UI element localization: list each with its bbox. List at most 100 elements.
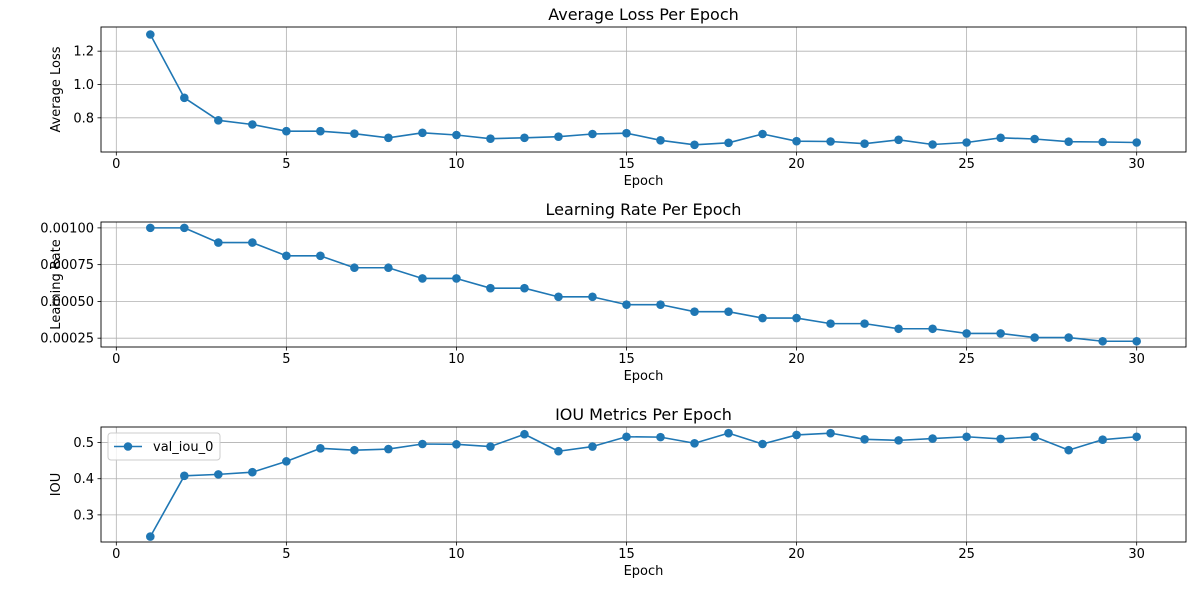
data-point	[928, 140, 937, 149]
data-point	[248, 467, 257, 477]
series-line	[149, 432, 1137, 537]
data-point	[384, 263, 393, 273]
data-point	[350, 129, 359, 138]
data-point	[588, 292, 597, 302]
y-axis-label: IOU	[49, 473, 64, 497]
y-axis-label: Learning Rate	[49, 239, 64, 329]
data-point	[758, 129, 767, 139]
x-tick-label: 10	[448, 547, 465, 562]
data-point	[1132, 336, 1141, 346]
data-point	[350, 263, 359, 273]
data-point	[180, 223, 189, 233]
data-point	[384, 133, 393, 143]
data-point	[622, 432, 631, 442]
data-point	[690, 307, 699, 317]
series-line	[150, 227, 1137, 343]
x-tick-label: 15	[618, 547, 635, 562]
data-point	[588, 442, 597, 451]
chart-title: Learning Rate Per Epoch	[546, 200, 742, 219]
data-point	[554, 446, 563, 456]
data-point	[622, 128, 631, 138]
x-tick-label: 5	[282, 157, 290, 172]
x-tick-label: 20	[788, 547, 805, 562]
data-point	[1098, 137, 1107, 147]
data-point	[146, 30, 155, 39]
data-point	[1064, 445, 1073, 455]
legend-marker	[123, 442, 133, 451]
data-point	[690, 438, 699, 448]
y-tick-label: 0.00075	[40, 258, 94, 273]
data-point	[486, 283, 495, 293]
data-point	[214, 238, 223, 247]
y-tick-label: 0.00025	[40, 332, 94, 347]
data-point	[792, 136, 801, 146]
data-point	[962, 432, 971, 442]
x-tick-label: 25	[958, 352, 975, 367]
x-tick-label: 5	[282, 547, 290, 562]
data-point	[316, 126, 325, 136]
data-point	[520, 133, 529, 143]
chart-title: Average Loss Per Epoch	[548, 5, 739, 24]
x-axis-label: Epoch	[624, 369, 664, 384]
data-point	[1098, 336, 1107, 346]
data-point	[1064, 333, 1073, 342]
data-point	[622, 300, 631, 309]
data-point	[554, 292, 563, 302]
x-tick-label: 30	[1128, 547, 1145, 562]
data-point	[248, 120, 257, 129]
data-point	[486, 134, 495, 143]
data-point	[656, 432, 665, 442]
data-point	[146, 223, 155, 233]
y-axis-label: Average Loss	[49, 46, 64, 132]
y-tick-label: 0.5	[73, 436, 94, 451]
x-tick-label: 10	[448, 157, 465, 172]
axes-frame	[100, 221, 1187, 348]
data-point	[656, 136, 665, 145]
data-point	[214, 470, 223, 479]
data-point	[554, 132, 563, 141]
data-point	[350, 445, 359, 455]
data-point	[418, 439, 427, 449]
data-point	[1064, 137, 1073, 146]
data-point	[656, 300, 665, 309]
x-tick-label: 0	[112, 352, 120, 367]
data-point	[180, 93, 189, 103]
data-point	[826, 428, 835, 438]
chart-panel-1: 0 5 10 15 20 25 30 0.8 1.0 1.2 Average Loss Per Ep…	[49, 5, 1187, 189]
y-tick-label: 0.8	[73, 111, 94, 126]
legend-box	[107, 432, 221, 461]
data-point	[928, 434, 937, 443]
y-tick-label: 1.2	[73, 45, 94, 60]
chart-panel-2: 0 5 10 15 20 25 30 0.00025 0.00050 0.00075 0.00100…	[40, 200, 1187, 384]
series-line	[149, 34, 1137, 146]
data-point	[316, 444, 325, 453]
data-point	[146, 532, 155, 541]
axes-frame	[100, 26, 1187, 153]
data-point	[826, 319, 835, 328]
y-tick-label: 0.3	[73, 508, 94, 523]
data-point	[724, 138, 733, 148]
data-point	[180, 471, 189, 481]
data-point	[452, 274, 461, 283]
data-point	[758, 313, 767, 323]
data-point	[316, 251, 325, 261]
data-point	[452, 440, 461, 449]
legend-label: val_iou_0	[153, 440, 213, 455]
data-point	[1030, 333, 1039, 342]
x-tick-label: 10	[448, 352, 465, 367]
data-point	[282, 251, 291, 261]
x-tick-label: 15	[618, 352, 635, 367]
data-point	[452, 130, 461, 140]
chart-panel-3: 0 5 10 15 20 25 30 0.3 0.4 0.5 IOU Metrics Per Epo…	[49, 405, 1187, 579]
data-point	[962, 329, 971, 338]
data-point	[894, 135, 903, 145]
x-tick-label: 25	[958, 157, 975, 172]
x-axis-label: Epoch	[624, 564, 664, 579]
data-point	[1098, 435, 1107, 444]
chart-title: IOU Metrics Per Epoch	[555, 405, 732, 424]
data-point	[860, 434, 869, 444]
data-point	[826, 137, 835, 146]
x-tick-label: 20	[788, 352, 805, 367]
data-point	[1030, 432, 1039, 442]
data-point	[792, 313, 801, 323]
